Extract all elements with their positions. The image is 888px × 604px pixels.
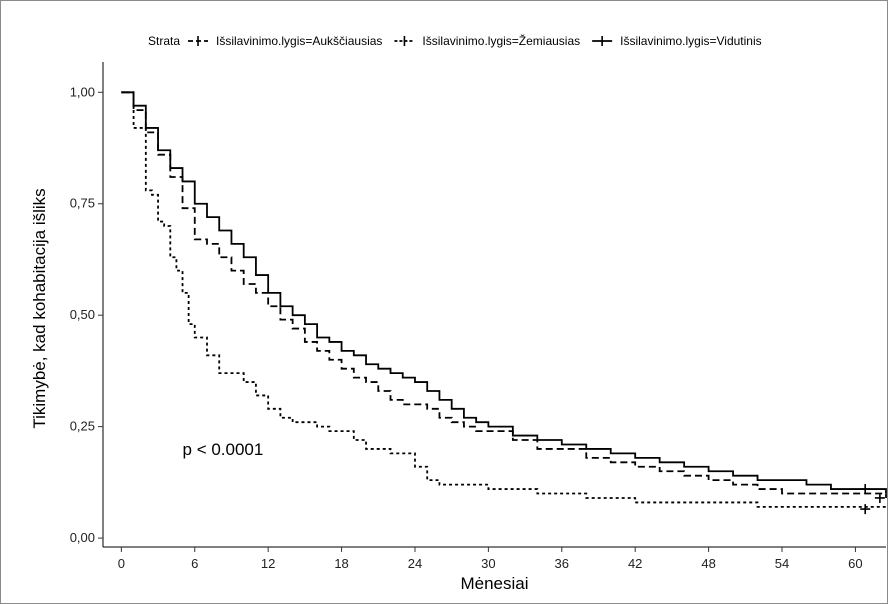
series-line-3 — [121, 91, 887, 494]
x-tick-label: 54 — [775, 556, 789, 571]
x-tick-label: 6 — [191, 556, 198, 571]
x-tick-label: 60 — [848, 556, 862, 571]
x-tick-label: 24 — [408, 556, 422, 571]
legend-label: Išsilavinimo.lygis=Vidutinis — [620, 34, 762, 48]
x-tick-label: 36 — [555, 556, 569, 571]
x-tick-label: 12 — [261, 556, 275, 571]
x-tick-label: 42 — [628, 556, 642, 571]
censor-mark — [874, 492, 885, 503]
legend-label: Išsilavinimo.lygis=Žemiausias — [422, 33, 580, 48]
axes: 0 6 12 18 24 30 36 42 48 54 60 0,00 0,25 0,50 0,75 1,00 — [70, 62, 886, 571]
y-tick-label: 0,25 — [70, 419, 95, 434]
x-tick-label: 30 — [481, 556, 495, 571]
series-line-1 — [121, 91, 887, 498]
y-tick-label: 0,50 — [70, 307, 95, 322]
y-tick-label: 1,00 — [70, 84, 95, 99]
censor-mark — [860, 504, 871, 515]
y-tick-label: 0,75 — [70, 196, 95, 211]
legend-label: Išsilavinimo.lygis=Aukščiausias — [216, 34, 382, 48]
legend: Strata Išsilavinimo.lygis=Aukščiausias Iš… — [148, 33, 762, 48]
x-tick-label: 18 — [334, 556, 348, 571]
x-axis-title: Mėnesiai — [460, 574, 528, 593]
x-tick-label: 48 — [701, 556, 715, 571]
legend-title: Strata — [148, 34, 180, 48]
y-axis-title: Tikimybė, kad kohabitacija išliks — [30, 188, 49, 428]
y-tick-label: 0,00 — [70, 530, 95, 545]
p-value-annotation: p < 0.0001 — [183, 440, 264, 459]
curves — [121, 91, 887, 515]
x-tick-label: 0 — [118, 556, 125, 571]
censor-mark — [860, 484, 871, 495]
series-line-2 — [121, 91, 886, 508]
